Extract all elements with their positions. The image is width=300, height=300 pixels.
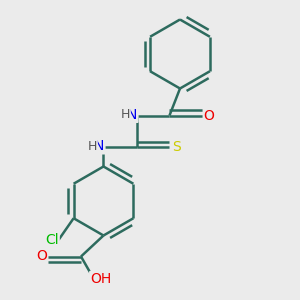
Text: O: O bbox=[36, 250, 47, 263]
Text: H: H bbox=[120, 108, 130, 122]
Text: N: N bbox=[94, 140, 104, 153]
Text: OH: OH bbox=[90, 272, 111, 286]
Text: H: H bbox=[87, 140, 97, 153]
Text: S: S bbox=[172, 140, 181, 154]
Text: Cl: Cl bbox=[45, 233, 59, 247]
Text: O: O bbox=[204, 109, 214, 122]
Text: N: N bbox=[127, 108, 137, 122]
